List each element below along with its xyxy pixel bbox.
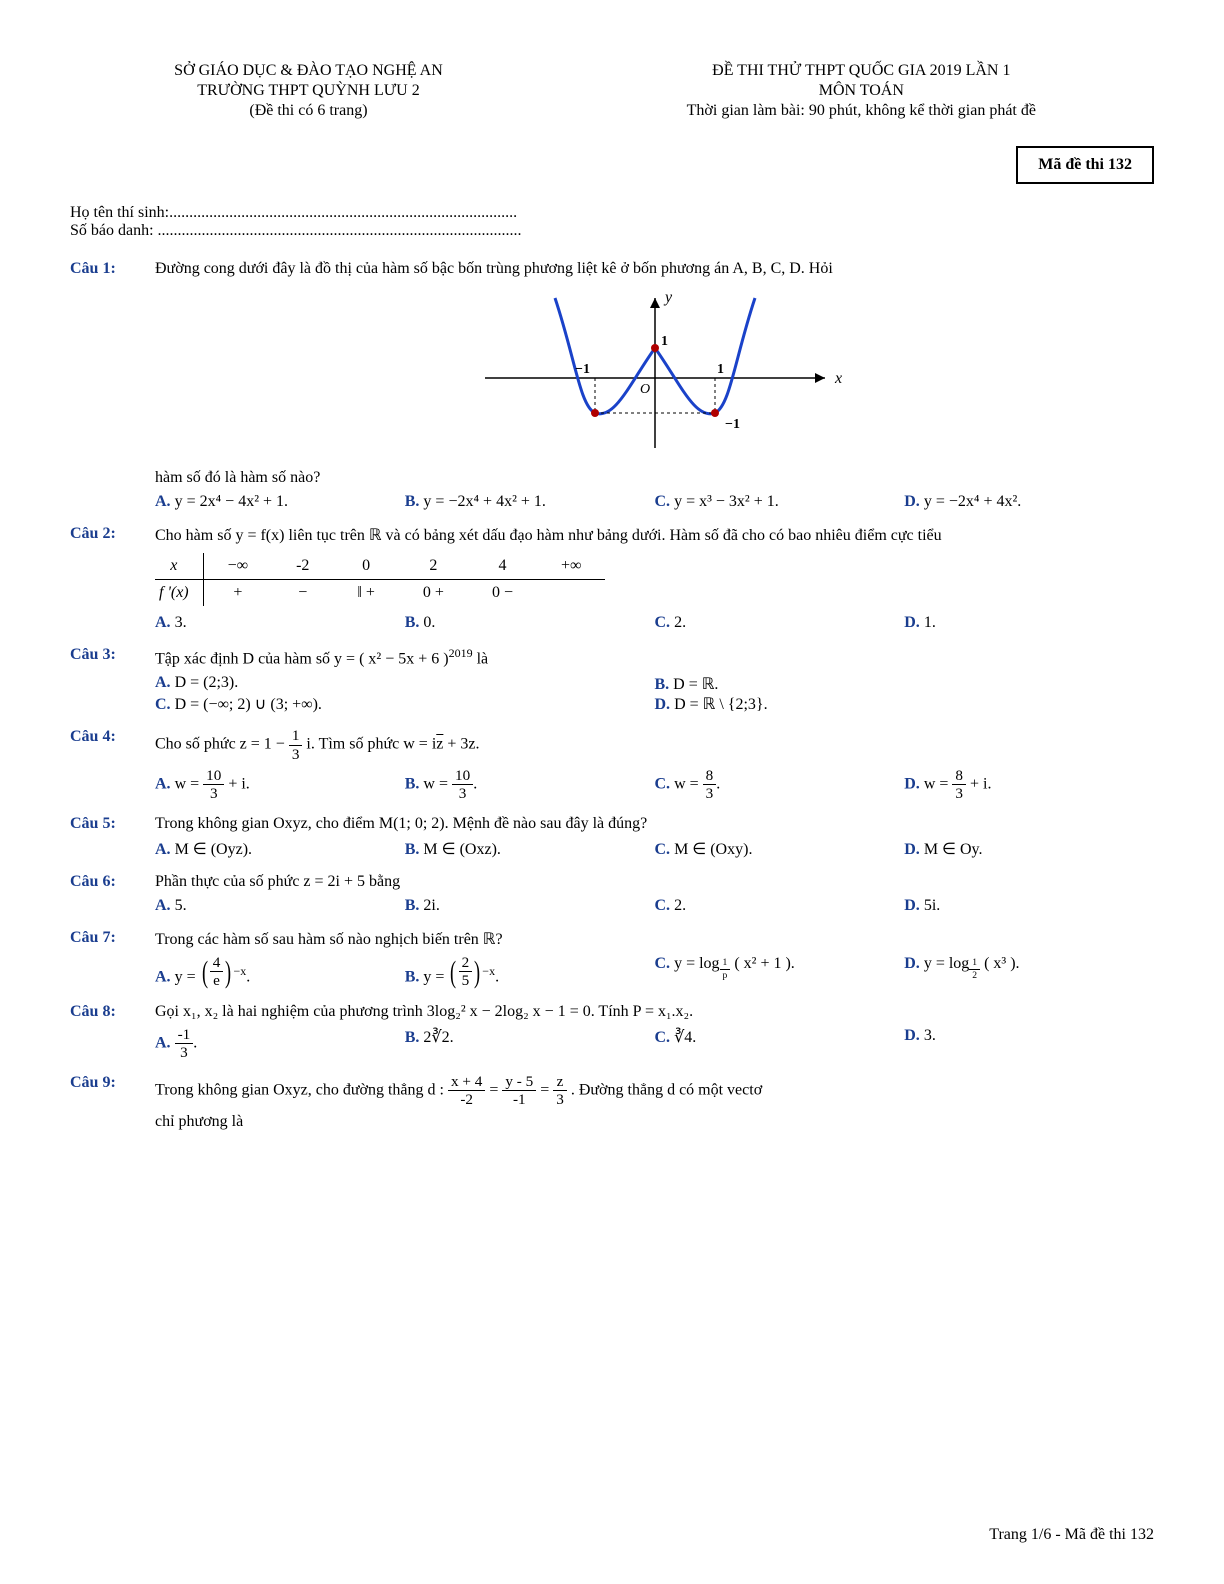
page-footer: Trang 1/6 - Mã đề thi 132 — [989, 1526, 1154, 1544]
page-header: SỞ GIÁO DỤC & ĐÀO TẠO NGHỆ AN TRƯỜNG THP… — [70, 60, 1154, 122]
q1-text: Đường cong dưới đây là đồ thị của hàm số… — [155, 260, 1154, 278]
q6-opt-a: A. 5. — [155, 897, 405, 915]
q5-opt-d: D. M ∈ Oy. — [904, 839, 1154, 859]
question-1: Câu 1: Đường cong dưới đây là đồ thị của… — [70, 260, 1154, 511]
question-5: Câu 5: Trong không gian Oxyz, cho điểm M… — [70, 815, 1154, 859]
q6-text: Phần thực của số phức z = 2i + 5 bằng — [155, 873, 1154, 891]
q8-opt-a: A. -13. — [155, 1027, 405, 1060]
q3-label: Câu 3: — [70, 646, 155, 664]
svg-text:−1: −1 — [725, 417, 740, 432]
q3-text: Tập xác định D của hàm số y = ( x² − 5x … — [155, 646, 1154, 668]
q4-text: Cho số phức z = 1 − 13 i. Tìm số phức w … — [155, 728, 1154, 761]
q8-text: Gọi x₁, x₂ là hai nghiệm của phương trìn… — [155, 1003, 1154, 1021]
exam-code: Mã đề thi 132 — [1038, 156, 1132, 173]
q2-text: Cho hàm số y = f(x) liên tục trên ℝ và c… — [155, 525, 1154, 545]
q2-opt-a: A. 3. — [155, 614, 405, 632]
question-4: Câu 4: Cho số phức z = 1 − 13 i. Tìm số … — [70, 728, 1154, 801]
svg-text:O: O — [640, 382, 650, 397]
q5-opt-a: A. M ∈ (Oyz). — [155, 839, 405, 859]
q2-sign-table: x −∞ -2 0 2 4 +∞ f '(x) + − ‖ + 0 + 0 − — [155, 553, 605, 606]
question-6: Câu 6: Phần thực của số phức z = 2i + 5 … — [70, 873, 1154, 915]
q4-opt-d: D. w = 83 + i. — [904, 768, 1154, 801]
q4-opt-b: B. w = 103. — [405, 768, 655, 801]
q2-label: Câu 2: — [70, 525, 155, 543]
q3-opt-d: D. D = ℝ \ {2;3}. — [655, 694, 1155, 714]
q1-opt-b: B. y = −2x⁴ + 4x² + 1. — [405, 493, 655, 511]
q1-opt-d: D. y = −2x⁴ + 4x². — [904, 493, 1154, 511]
q6-opt-c: C. 2. — [655, 897, 905, 915]
exam-title-3: Thời gian làm bài: 90 phút, không kể thờ… — [569, 102, 1154, 120]
q5-text: Trong không gian Oxyz, cho điểm M(1; 0; … — [155, 815, 1154, 833]
q2-opt-b: B. 0. — [405, 614, 655, 632]
svg-text:−1: −1 — [575, 362, 590, 377]
q1-label: Câu 1: — [70, 260, 155, 278]
student-id-line: Số báo danh: ...........................… — [70, 222, 1154, 240]
q9-label: Câu 9: — [70, 1074, 155, 1092]
svg-text:1: 1 — [661, 334, 668, 349]
svg-text:y: y — [663, 289, 673, 306]
q3-opt-b: B. D = ℝ. — [655, 674, 1155, 694]
header-left: SỞ GIÁO DỤC & ĐÀO TẠO NGHỆ AN TRƯỜNG THP… — [70, 60, 547, 122]
svg-text:1: 1 — [717, 362, 724, 377]
exam-title-1: ĐỀ THI THỬ THPT QUỐC GIA 2019 LẦN 1 — [569, 62, 1154, 80]
org-line-3: (Đề thi có 6 trang) — [70, 102, 547, 120]
question-7: Câu 7: Trong các hàm số sau hàm số nào n… — [70, 929, 1154, 988]
q2-opt-c: C. 2. — [655, 614, 905, 632]
q9-text: Trong không gian Oxyz, cho đường thẳng d… — [155, 1074, 1154, 1107]
q5-label: Câu 5: — [70, 815, 155, 833]
q3-opt-a: A. D = (2;3). — [155, 674, 655, 694]
exam-title-2: MÔN TOÁN — [569, 82, 1154, 100]
question-9: Câu 9: Trong không gian Oxyz, cho đường … — [70, 1074, 1154, 1131]
svg-text:x: x — [834, 370, 842, 387]
q1-opt-a: A. y = 2x⁴ − 4x² + 1. — [155, 493, 405, 511]
q7-text: Trong các hàm số sau hàm số nào nghịch b… — [155, 929, 1154, 949]
header-right: ĐỀ THI THỬ THPT QUỐC GIA 2019 LẦN 1 MÔN … — [569, 60, 1154, 122]
org-line-2: TRƯỜNG THPT QUỲNH LƯU 2 — [70, 82, 547, 100]
q4-opt-a: A. w = 103 + i. — [155, 768, 405, 801]
q1-graph: x y O 1 −1 1 −1 — [155, 288, 1154, 463]
q6-opt-d: D. 5i. — [904, 897, 1154, 915]
q2-opt-d: D. 1. — [904, 614, 1154, 632]
q7-opt-a: A. y = (4e)−x. — [155, 955, 405, 988]
q3-opt-c: C. D = (−∞; 2) ∪ (3; +∞). — [155, 694, 655, 714]
q4-opt-c: C. w = 83. — [655, 768, 905, 801]
q8-label: Câu 8: — [70, 1003, 155, 1021]
q7-opt-c: C. y = log1p ( x² + 1 ). — [655, 955, 905, 988]
student-info: Họ tên thí sinh:........................… — [70, 204, 1154, 240]
q8-opt-d: D. 3. — [904, 1027, 1154, 1060]
question-3: Câu 3: Tập xác định D của hàm số y = ( x… — [70, 646, 1154, 714]
q4-label: Câu 4: — [70, 728, 155, 746]
q7-label: Câu 7: — [70, 929, 155, 947]
q6-opt-b: B. 2i. — [405, 897, 655, 915]
org-line-1: SỞ GIÁO DỤC & ĐÀO TẠO NGHỆ AN — [70, 62, 547, 80]
question-2: Câu 2: Cho hàm số y = f(x) liên tục trên… — [70, 525, 1154, 632]
q7-opt-b: B. y = (25)−x. — [405, 955, 655, 988]
q6-label: Câu 6: — [70, 873, 155, 891]
q8-opt-c: C. ∛4. — [655, 1027, 905, 1060]
q1-opt-c: C. y = x³ − 3x² + 1. — [655, 493, 905, 511]
q1-text2: hàm số đó là hàm số nào? — [155, 469, 1154, 487]
student-name-line: Họ tên thí sinh:........................… — [70, 204, 1154, 222]
q5-opt-b: B. M ∈ (Oxz). — [405, 839, 655, 859]
q7-opt-d: D. y = log12 ( x³ ). — [904, 955, 1154, 988]
q9-text2: chỉ phương là — [155, 1113, 1154, 1131]
q5-opt-c: C. M ∈ (Oxy). — [655, 839, 905, 859]
q8-opt-b: B. 2∛2. — [405, 1027, 655, 1060]
question-8: Câu 8: Gọi x₁, x₂ là hai nghiệm của phươ… — [70, 1003, 1154, 1060]
footer-text: Trang 1/6 - Mã đề thi 132 — [989, 1526, 1154, 1543]
exam-code-box: Mã đề thi 132 — [1016, 146, 1154, 184]
